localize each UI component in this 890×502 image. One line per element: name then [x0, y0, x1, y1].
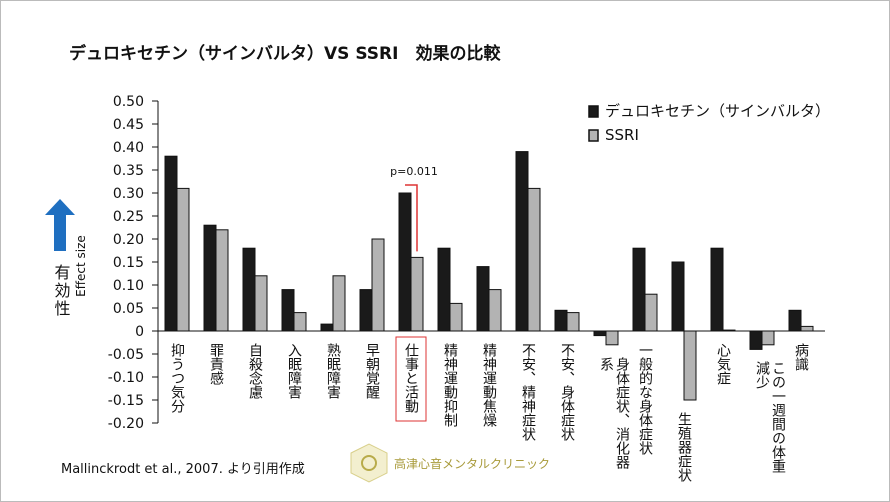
y-tick-label: 0.05 [113, 301, 144, 317]
x-tick-label: 一般的な身体症状 [637, 343, 653, 455]
legend-swatch [588, 105, 599, 118]
bar [164, 155, 178, 332]
y-tick-label: 0.45 [113, 117, 144, 133]
x-tick-label: 不安、精神症状 [520, 343, 536, 441]
bar [722, 329, 736, 332]
x-tick-label: 早朝覚醒 [364, 343, 380, 399]
bar [488, 289, 502, 332]
bar [749, 330, 763, 350]
p-bracket [405, 184, 418, 252]
y-tick-label: -0.15 [108, 393, 144, 409]
legend-label: デュロキセチン（サインバルタ） [605, 102, 830, 120]
y-axis-label: 有効性 [52, 264, 71, 318]
bar [671, 261, 685, 332]
bar [371, 238, 385, 332]
x-tick-label: この一週間の体重減少 [754, 361, 786, 474]
y-tick-label: 0.25 [113, 209, 144, 225]
highlight-box [395, 336, 427, 422]
bar [332, 275, 346, 332]
x-tick-label: 自殺念慮 [247, 343, 263, 399]
bar [554, 309, 568, 332]
bar [683, 330, 697, 401]
bar [527, 187, 541, 332]
legend-swatch [588, 129, 599, 142]
x-tick-label: 生殖器症状 [676, 412, 692, 482]
bar [800, 325, 814, 332]
bar [566, 312, 580, 332]
bar [515, 151, 529, 332]
source: Mallinckrodt et al., 2007. より引用作成 [61, 462, 305, 477]
y-tick-label: 0.20 [113, 232, 144, 248]
bar [215, 229, 229, 332]
bar [605, 330, 619, 346]
bar [761, 330, 775, 346]
bar [293, 312, 307, 332]
bar [320, 323, 334, 332]
y-tick-label: 0.10 [113, 278, 144, 294]
x-tick-label: 入眠障害 [286, 343, 302, 399]
bar [281, 289, 295, 332]
logo-text: 高津心音メンタルクリニック [394, 456, 550, 471]
bar [410, 256, 424, 332]
x-tick-label: 精神運動抑制 [442, 343, 458, 427]
bar [203, 224, 217, 332]
y-tick-label: 0.35 [113, 163, 144, 179]
x-tick-label: 熟眠障害 [325, 343, 341, 399]
arrow-icon [45, 199, 75, 251]
legend-label: SSRI [605, 126, 639, 144]
y-tick-label: 0 [135, 324, 144, 340]
y-tick-label: 0.30 [113, 186, 144, 202]
x-tick-label: 病識 [793, 343, 809, 371]
bar [644, 293, 658, 332]
x-tick-label: 抑うつ気分 [169, 343, 185, 413]
y-axis-sublabel: Effect size [74, 235, 88, 297]
bar [476, 266, 490, 332]
y-tick-label: 0.50 [113, 94, 144, 110]
x-tick-label: 罪責感 [208, 343, 224, 385]
logo-icon [350, 443, 388, 483]
bar [437, 247, 451, 332]
y-tick-label: 0.15 [113, 255, 144, 271]
bar [398, 192, 412, 332]
bar [788, 309, 802, 332]
bar [632, 247, 646, 332]
bar [359, 289, 373, 332]
bar [449, 302, 463, 332]
y-tick-label: -0.10 [108, 370, 144, 386]
bar [710, 247, 724, 332]
bar [176, 187, 190, 332]
y-tick-label: 0.40 [113, 140, 144, 156]
x-tick-label: 不安、身体症状 [559, 343, 575, 441]
x-tick-label: 身体症状、消化器系 [598, 356, 630, 469]
x-tick-label: 心気症 [715, 343, 731, 385]
x-tick-label: 精神運動焦燥 [481, 343, 497, 427]
y-tick-label: -0.05 [108, 347, 144, 363]
bar [593, 330, 607, 337]
y-tick-label: -0.20 [108, 416, 144, 432]
bar [254, 275, 268, 332]
x-tick-label: 仕事と活動 [403, 343, 419, 413]
chart-title: デュロキセチン（サインバルタ）VS SSRI 効果の比較 [69, 43, 501, 64]
annotation: p=0.011 [390, 165, 438, 178]
bar [242, 247, 256, 332]
